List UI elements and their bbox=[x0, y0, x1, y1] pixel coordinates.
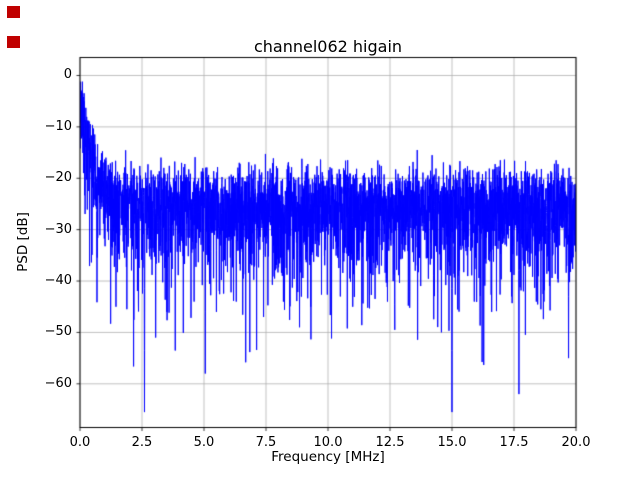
red-square-marker bbox=[7, 36, 20, 48]
y-tick-label: −30 bbox=[44, 221, 72, 237]
x-tick-label: 0.0 bbox=[69, 434, 91, 450]
y-tick-label: −50 bbox=[44, 324, 72, 340]
y-tick-label: −40 bbox=[44, 273, 72, 289]
y-tick-label: 0 bbox=[63, 67, 72, 83]
y-tick-label: −60 bbox=[44, 375, 72, 391]
x-tick-label: 15.0 bbox=[437, 434, 467, 450]
x-axis-label: Frequency [MHz] bbox=[271, 449, 385, 465]
red-square-marker bbox=[7, 6, 20, 18]
y-axis-label: PSD [dB] bbox=[15, 212, 31, 272]
x-tick-label: 10.0 bbox=[313, 434, 343, 450]
x-tick-label: 7.5 bbox=[255, 434, 277, 450]
x-tick-label: 20.0 bbox=[561, 434, 591, 450]
chart-title: channel062 higain bbox=[253, 37, 403, 56]
y-tick-label: −20 bbox=[44, 170, 72, 186]
x-tick-label: 12.5 bbox=[375, 434, 405, 450]
x-tick-label: 17.5 bbox=[499, 434, 529, 450]
x-tick-label: 2.5 bbox=[131, 434, 153, 450]
x-tick-label: 5.0 bbox=[193, 434, 215, 450]
y-tick-label: −10 bbox=[44, 118, 72, 134]
